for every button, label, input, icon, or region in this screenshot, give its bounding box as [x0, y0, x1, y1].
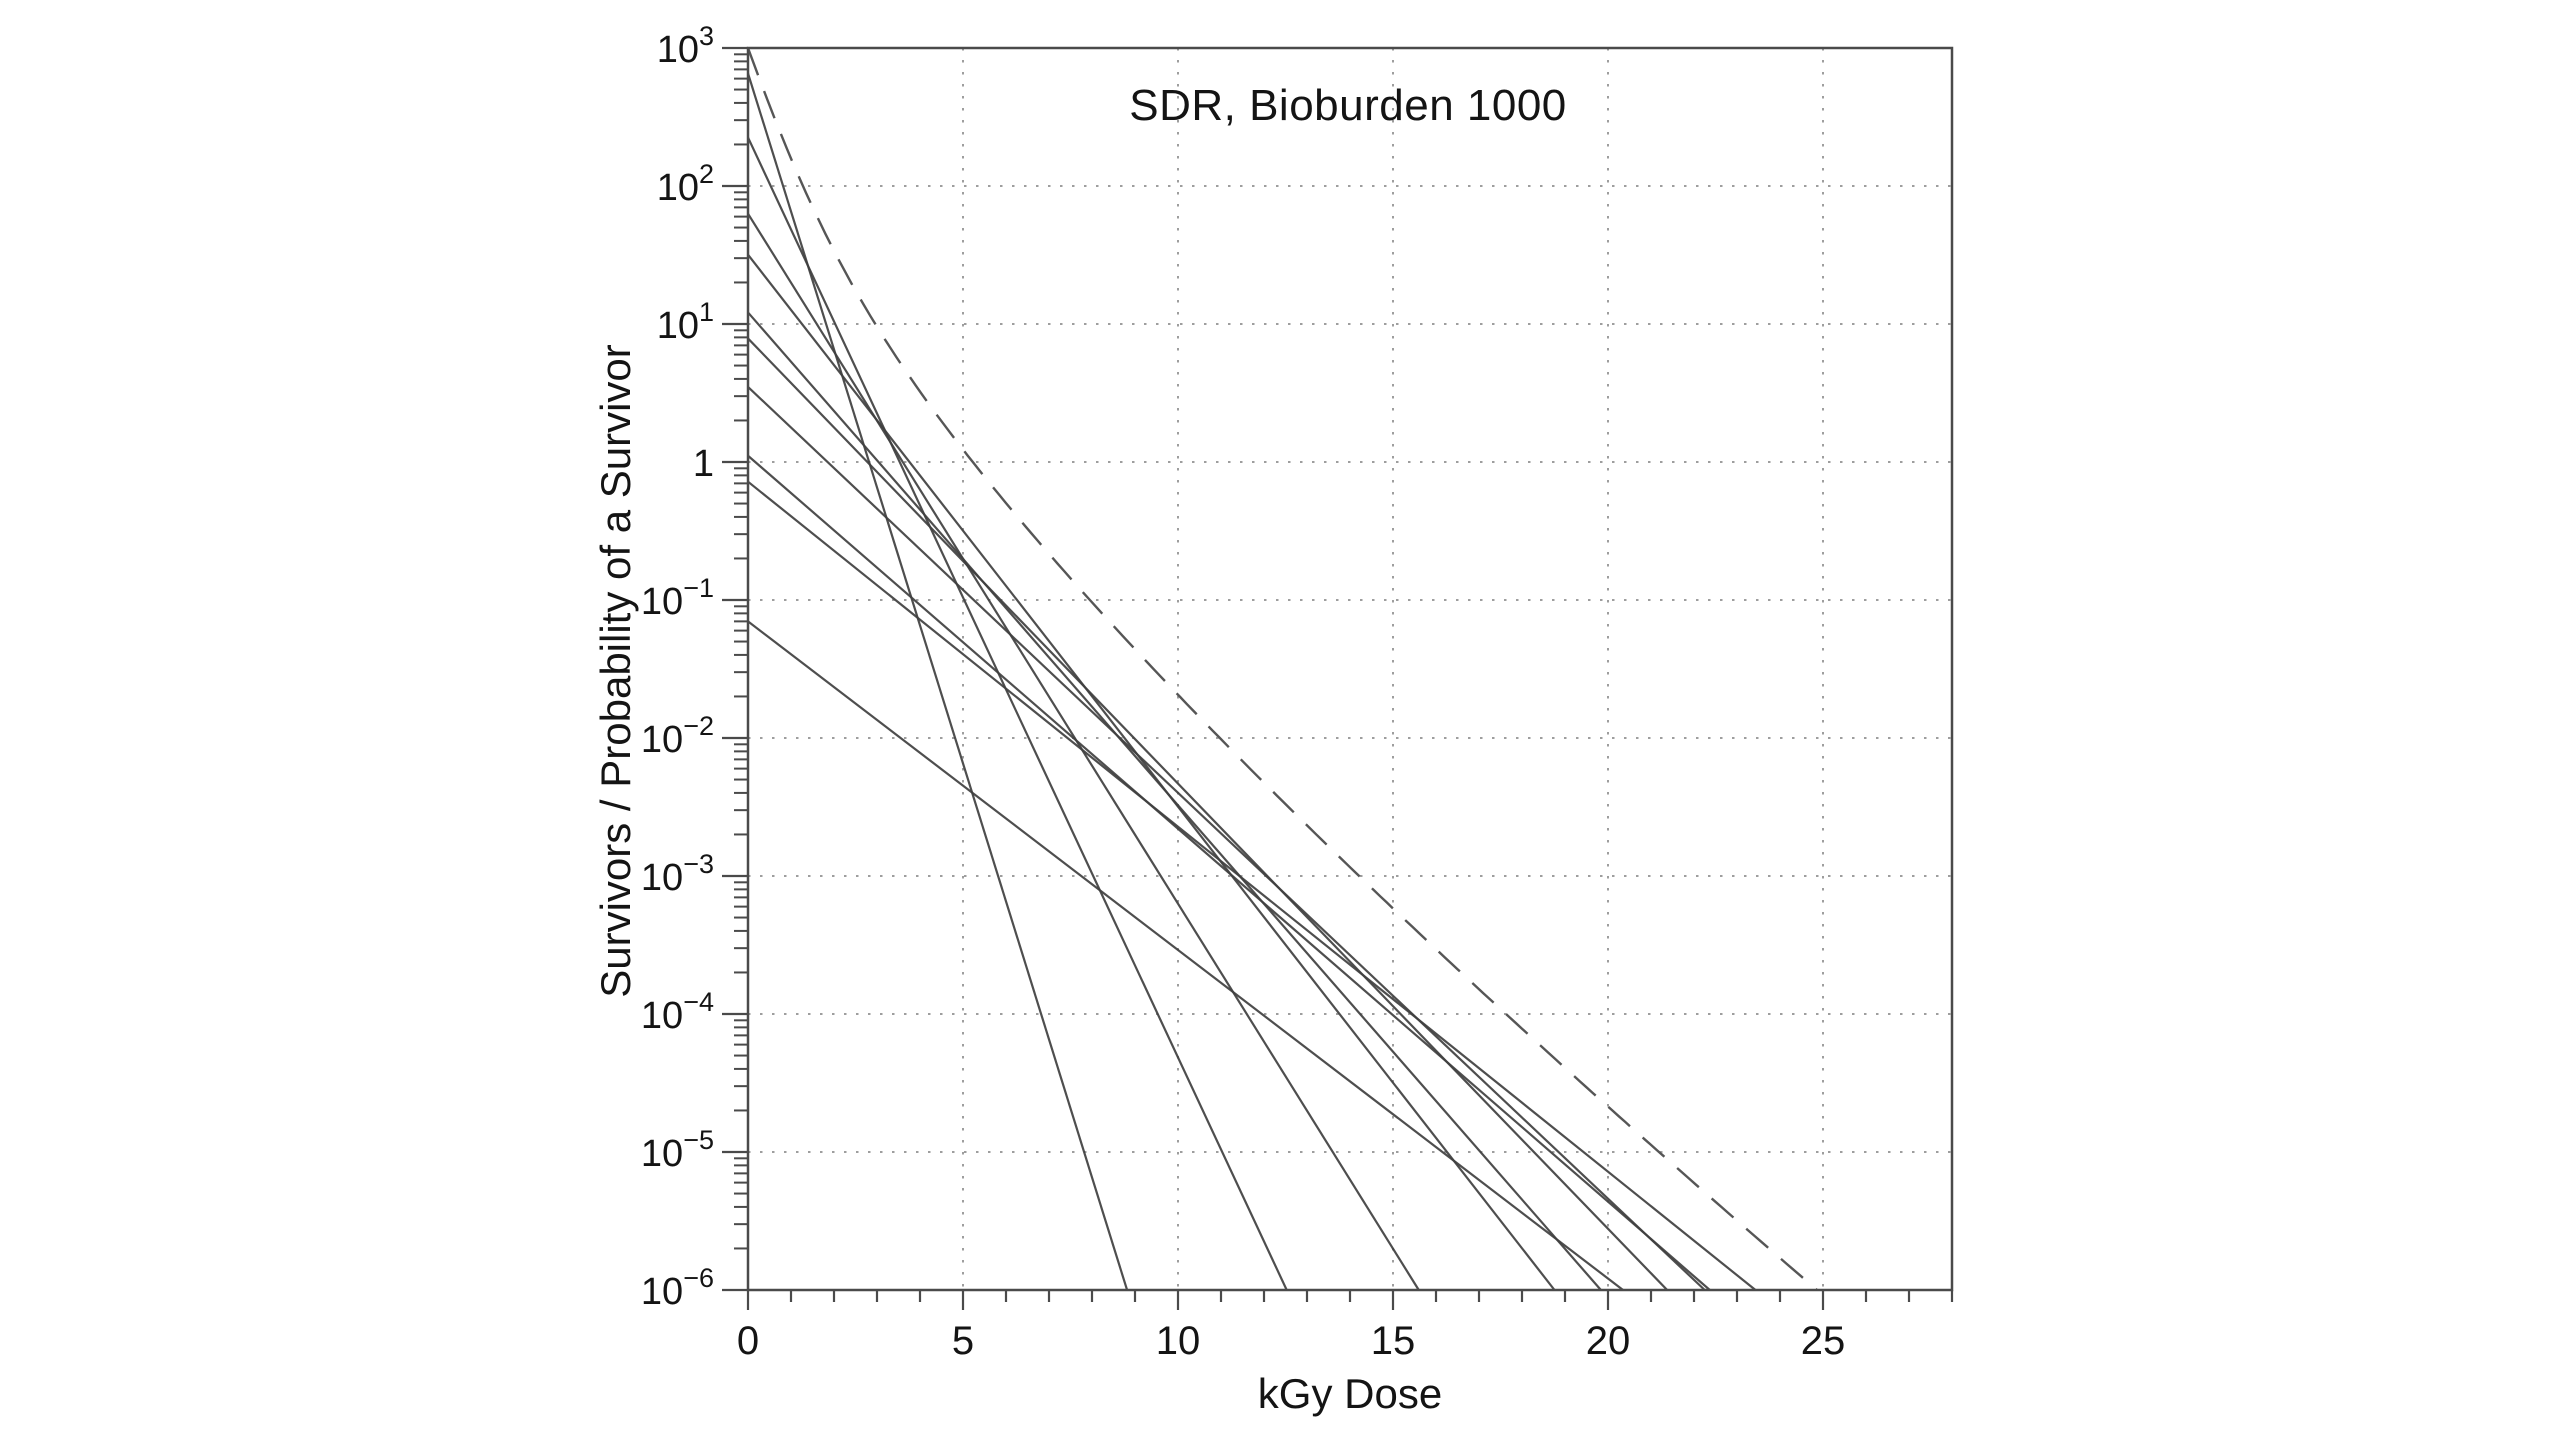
survival-line-d10-3.1: [747, 337, 1668, 1291]
x-tick-label: 20: [1586, 1319, 1631, 1363]
y-tick-label: 10−2: [641, 711, 714, 761]
y-tick-label: 10−6: [641, 1263, 714, 1313]
x-axis-label: kGy Dose: [1257, 1370, 1443, 1417]
total-survival-dashed-line: [746, 47, 1818, 1291]
x-tick-label: 25: [1801, 1319, 1846, 1363]
x-tick-label: 0: [737, 1319, 759, 1363]
y-tick-label: 10−1: [641, 573, 714, 623]
x-tick-label: 5: [952, 1319, 974, 1363]
y-axis-label: Survivors / Probability of a Survivor: [592, 344, 639, 998]
y-tick-label: 10−3: [641, 849, 714, 899]
survival-line-d10-4: [747, 480, 1757, 1291]
y-tick-label: 1: [693, 443, 714, 485]
survival-line-d10-3.4: [747, 386, 1706, 1291]
survival-line-d10-1.5: [747, 136, 1288, 1291]
survival-line-d10-4.2: [747, 620, 1624, 1291]
y-tick-label: 10−5: [641, 1125, 714, 1175]
y-tick-label: 10−4: [641, 987, 714, 1037]
survival-line-d10-3.7: [747, 454, 1711, 1291]
survival-line-d10-2.8: [747, 311, 1602, 1291]
y-tick-label: 103: [657, 21, 714, 71]
plot-frame: [746, 46, 1954, 1292]
survival-line-d10-1: [746, 73, 1129, 1291]
chart-title: SDR, Bioburden 1000: [1129, 81, 1567, 130]
y-tick-label: 101: [657, 297, 714, 347]
survival-line-d10-2.5: [747, 254, 1556, 1291]
y-tick-label: 102: [657, 159, 714, 209]
x-tick-label: 15: [1371, 1319, 1416, 1363]
x-tick-label: 10: [1156, 1319, 1201, 1363]
